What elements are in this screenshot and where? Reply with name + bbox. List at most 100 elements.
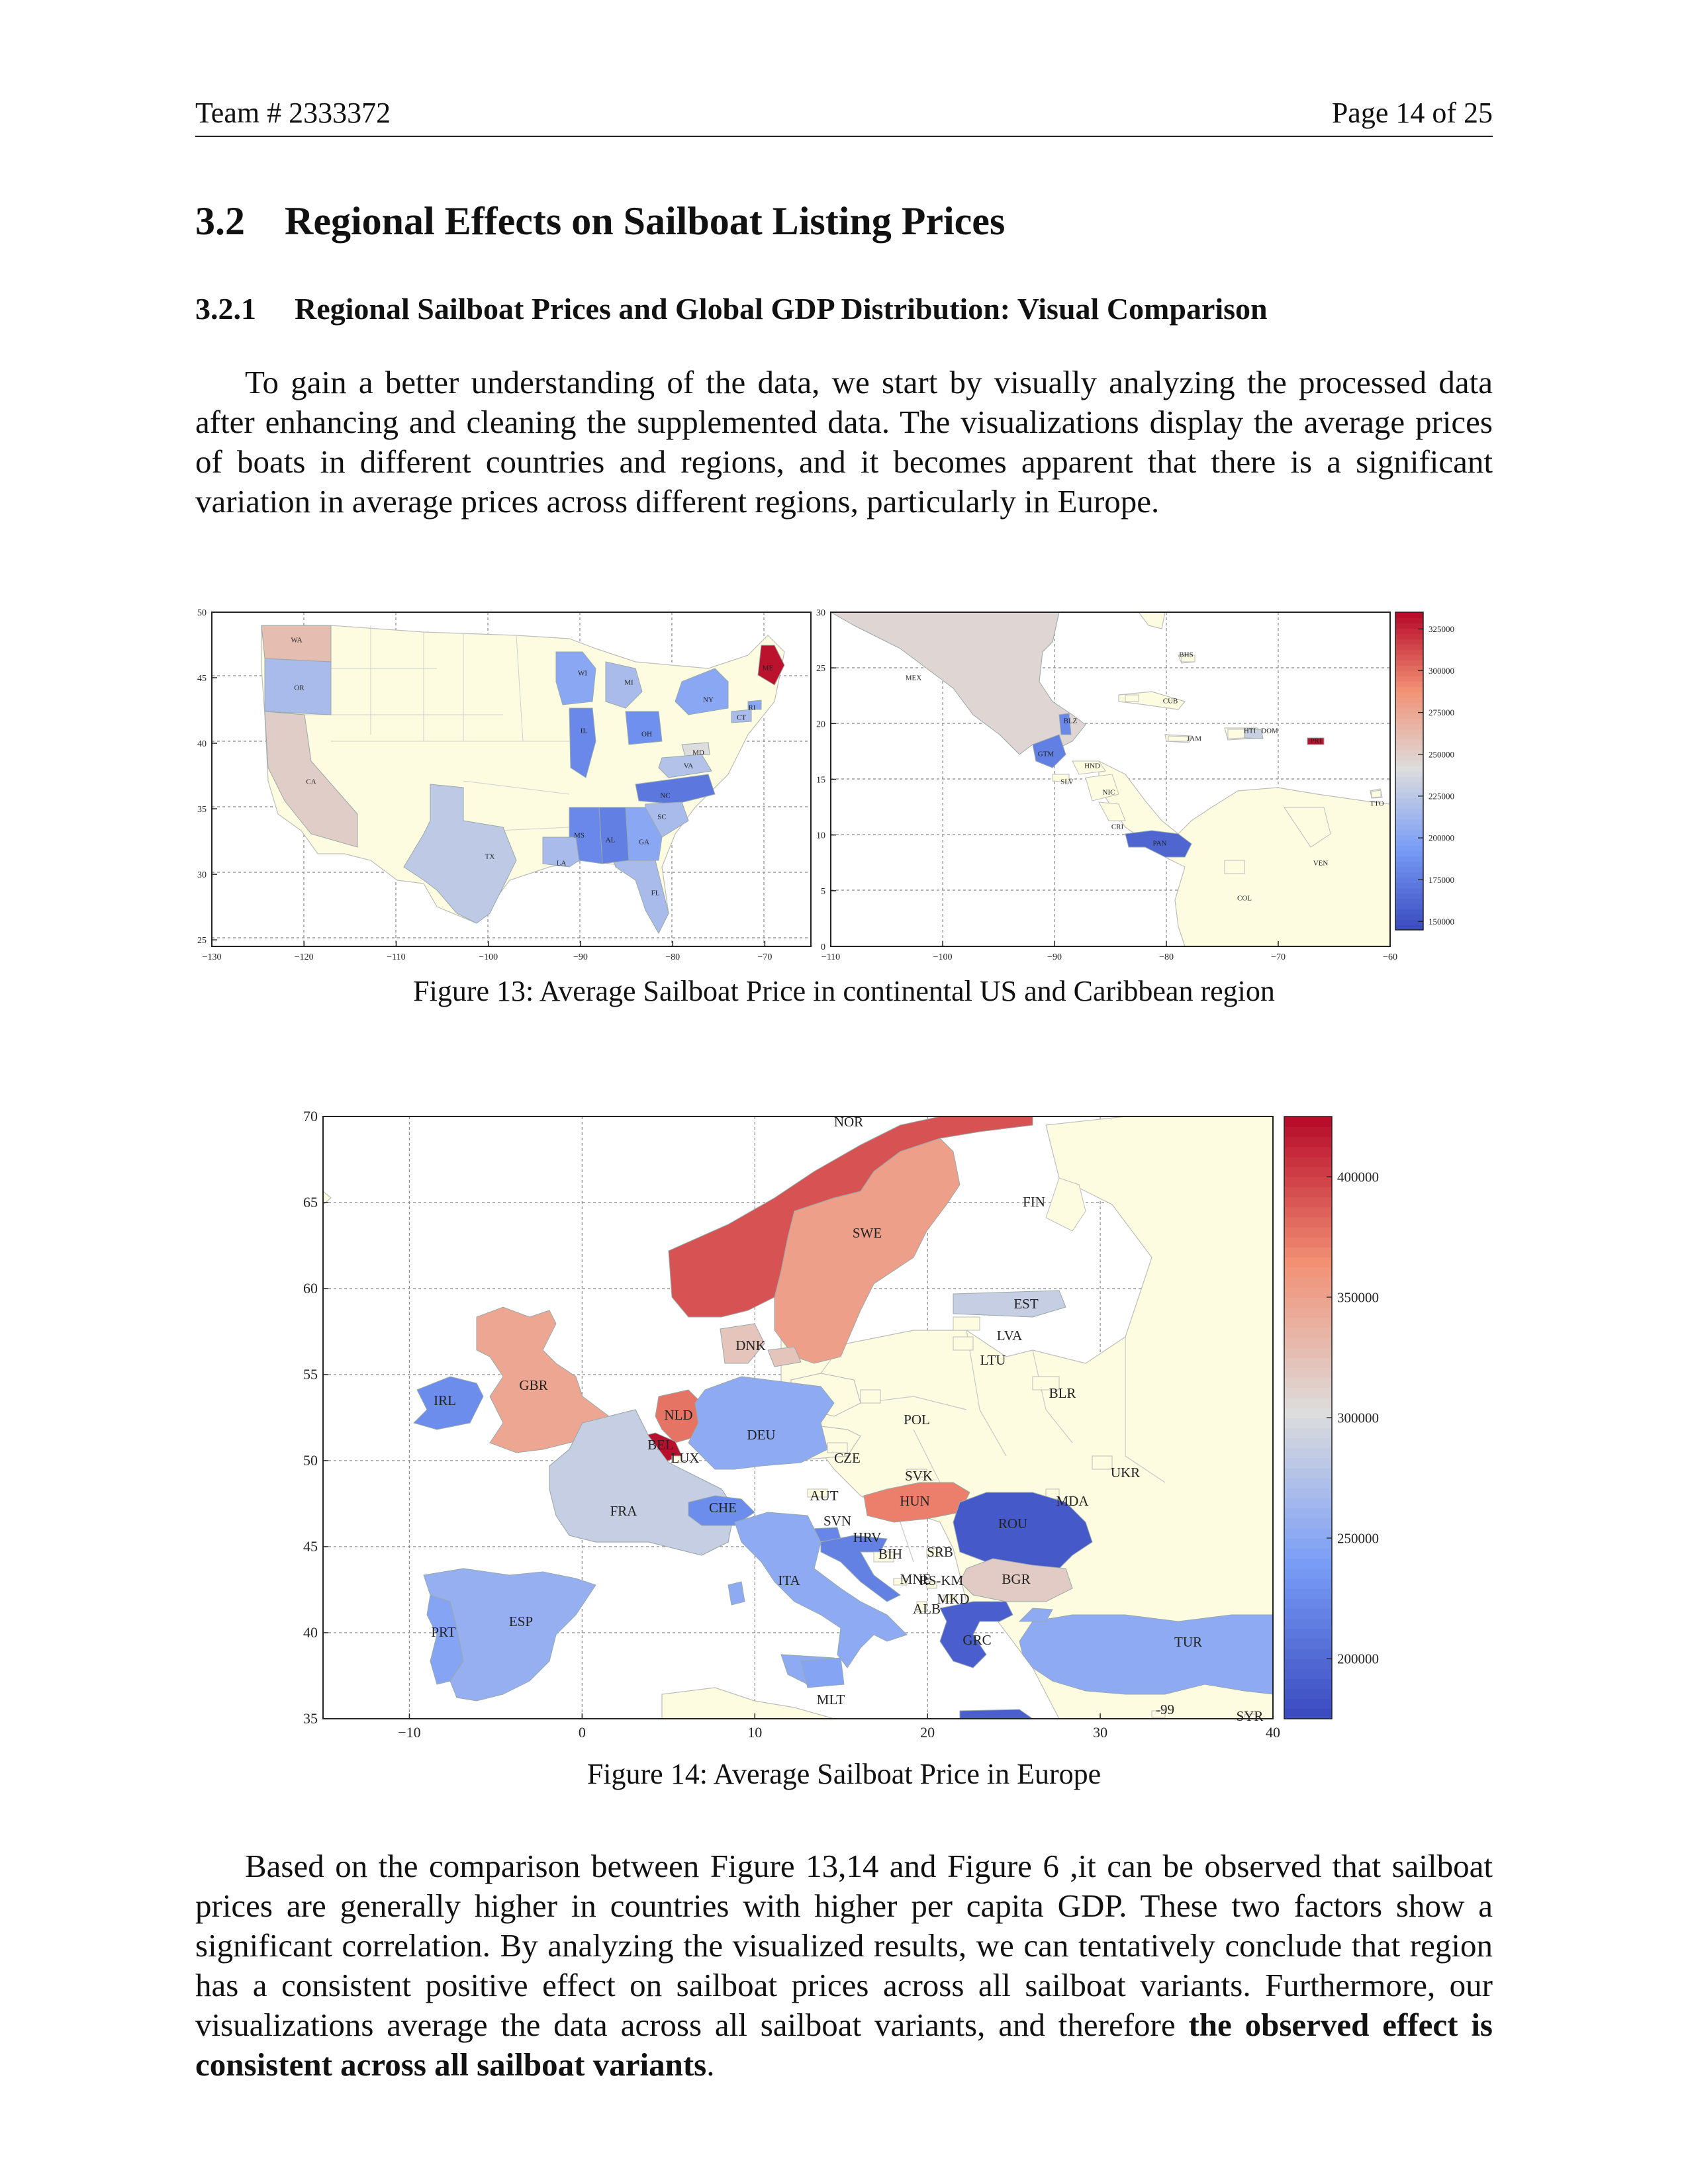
europe-country-labels: NORSWEFINESTLVALTUBLRDNKGBRIRLNLDBELLUXD… [431,1114,1263,1724]
region-label-rs-km: RS-KM [919,1572,964,1588]
region-ms [569,807,603,864]
region-tur2 [1018,1608,1053,1622]
colorbar-segment [1284,1216,1332,1228]
region-label-blr: BLR [1049,1385,1076,1401]
colorbar-segment [1395,670,1423,676]
y-tick-label: 65 [303,1194,318,1210]
colorbar-segment [1395,660,1423,666]
colorbar-segment [1284,1488,1332,1499]
colorbar-segment [1395,612,1423,618]
region-bgr [959,1558,1073,1602]
region-label-va: VA [684,762,694,770]
colorbar-segment [1284,1598,1332,1609]
region-nc [635,774,716,805]
region-grc2 [959,1709,1034,1719]
colorbar-segment [1284,1247,1332,1258]
y-tick-label: 70 [303,1108,318,1124]
region-label-mne: MNE [900,1571,931,1587]
colorbar-segment [1284,1257,1332,1268]
region-col [1224,860,1245,874]
region-nic [1085,774,1119,801]
page-header: Team # 2333372 Page 14 of 25 [195,96,1493,137]
region-label--99: -99 [1156,1702,1174,1717]
y-tick-label: 35 [197,805,207,815]
colorbar-segment [1395,813,1423,819]
x-tick-label: −80 [1159,952,1174,962]
region-fin [1045,1177,1086,1232]
region-dnk [720,1323,765,1364]
colorbar-segment [1395,829,1423,835]
colorbar-segment [1284,1226,1332,1238]
region-fl [612,856,669,934]
colorbar-segment [1395,649,1423,655]
region-tto [1371,790,1382,798]
intro-paragraph: To gain a better understanding of the da… [195,363,1493,522]
colorbar-segment [1284,1618,1332,1629]
colorbar-segment [1395,755,1423,761]
x-tick-label: −10 [398,1724,420,1737]
region-label-ga: GA [639,839,649,846]
colorbar-segment [1284,1166,1332,1177]
colorbar-segment [1284,1277,1332,1288]
colorbar-segment [1395,893,1423,899]
colorbar-segment [1284,1156,1332,1167]
y-tick-label: 25 [197,936,207,946]
region-label-al: AL [606,837,616,844]
region-label-mda: MDA [1056,1493,1089,1509]
region-ita [734,1512,908,1668]
colorbar-segment [1395,882,1423,888]
caribbean-colorbar: 150000 175000 200000 225000 250000 275000 3000… [1395,612,1454,931]
colorbar-tick-label: 200000 [1337,1651,1379,1666]
colorbar-segment [1395,850,1423,856]
section-heading: 3.2 Regional Effects on Sailboat Listing … [195,199,1005,244]
colorbar-frame [1395,612,1424,931]
colorbar-segment [1395,766,1423,772]
region-ltu [953,1336,974,1351]
region-tx [403,784,517,924]
y-tick-label: 45 [303,1538,318,1555]
colorbar-segment [1395,617,1423,623]
colorbar-segment [1395,697,1423,703]
region-label-oh: OH [641,731,652,739]
section-number: 3.2 [195,199,245,243]
colorbar-segment [1395,797,1423,803]
region-mkd [943,1594,957,1602]
colorbar-segment [1395,872,1423,878]
region-hti [1227,729,1245,739]
subsection-title: Regional Sailboat Prices and Global GDP … [295,292,1268,326]
colorbar-segment [1395,644,1423,650]
colorbar-segment [1284,1297,1332,1308]
region-blz [1058,713,1072,735]
colorbar-segment [1284,1437,1332,1449]
region-prt [426,1594,464,1685]
region-mda [1045,1488,1060,1500]
europe-country-regions [413,1116,1274,1719]
colorbar-segment [1284,1187,1332,1198]
region-label-tx: TX [485,853,495,861]
region-label-svn: SVN [823,1513,851,1529]
x-tick-label: 10 [747,1724,762,1737]
colorbar-segment [1284,1367,1332,1379]
region-grc [939,1601,1013,1668]
region-label-ri: RI [749,704,756,712]
region-label-lux: LUX [671,1450,699,1466]
colorbar-tick-label: 300000 [1429,666,1454,676]
y-tick-label: 10 [816,831,825,841]
x-tick-label: 30 [1093,1724,1107,1737]
colorbar-segment [1284,1659,1332,1669]
region-cub [1125,694,1139,702]
colorbar-segment [1284,1397,1332,1408]
region-ven [1284,807,1331,848]
region-dnk2 [767,1346,802,1367]
region-ct [731,709,752,723]
colorbar-segment [1284,1136,1332,1148]
colorbar-segment [1284,1418,1332,1428]
region-label-hnd: HND [1084,762,1100,770]
us-state-regions [261,625,785,934]
region-label-jam: JAM [1187,735,1201,743]
colorbar-segment [1395,692,1423,698]
x-tick-label: −90 [573,952,588,962]
colorbar-segment [1395,898,1423,904]
colorbar-segment [1284,1387,1332,1398]
x-tick-label: 40 [1266,1724,1280,1737]
